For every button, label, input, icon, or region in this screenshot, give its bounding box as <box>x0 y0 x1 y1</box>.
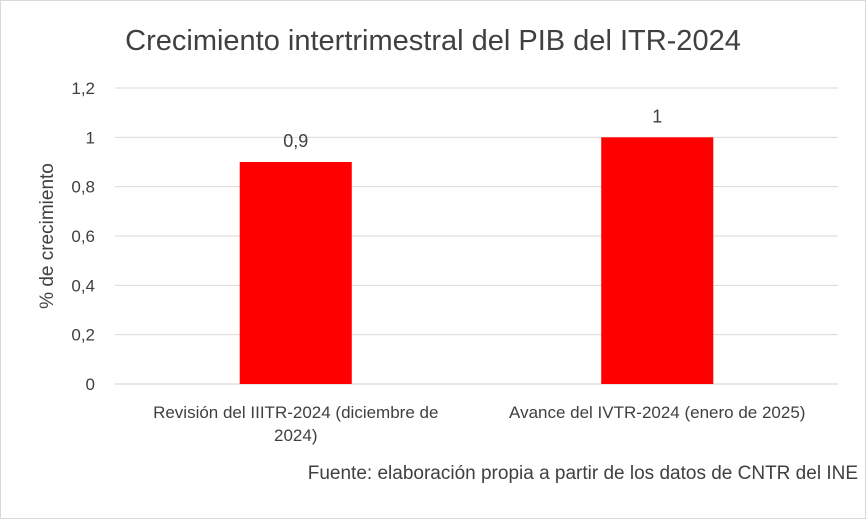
y-tick-label: 0,4 <box>71 276 95 295</box>
y-tick-label: 0,6 <box>71 227 95 246</box>
y-tick-label: 1 <box>86 128 95 147</box>
data-label: 0,9 <box>283 131 308 151</box>
bar <box>601 137 714 384</box>
source-note: Fuente: elaboración propia a partir de l… <box>308 463 858 484</box>
y-tick-label: 0,8 <box>71 178 95 197</box>
bar <box>239 162 352 384</box>
y-axis-label: % de crecimiento <box>37 163 58 309</box>
chart-title: Crecimiento intertrimestral del PIB del … <box>125 25 741 57</box>
y-tick-label: 0,2 <box>71 326 95 345</box>
bars <box>239 137 714 384</box>
gridlines <box>115 87 838 385</box>
category-label: 2024) <box>274 426 317 445</box>
category-label: Avance del IVTR-2024 (enero de 2025) <box>509 403 805 422</box>
y-tick-label: 1,2 <box>71 79 95 98</box>
category-labels: Revisión del IIITR-2024 (diciembre de 202… <box>153 403 805 445</box>
y-tick-label: 0 <box>86 375 95 394</box>
data-label: 1 <box>652 106 662 126</box>
data-labels: 0,91 <box>283 106 662 151</box>
category-label: Revisión del IIITR-2024 (diciembre de <box>153 403 438 422</box>
y-tick-labels: 0 0,2 0,4 0,6 0,8 1 1,2 <box>71 79 95 394</box>
